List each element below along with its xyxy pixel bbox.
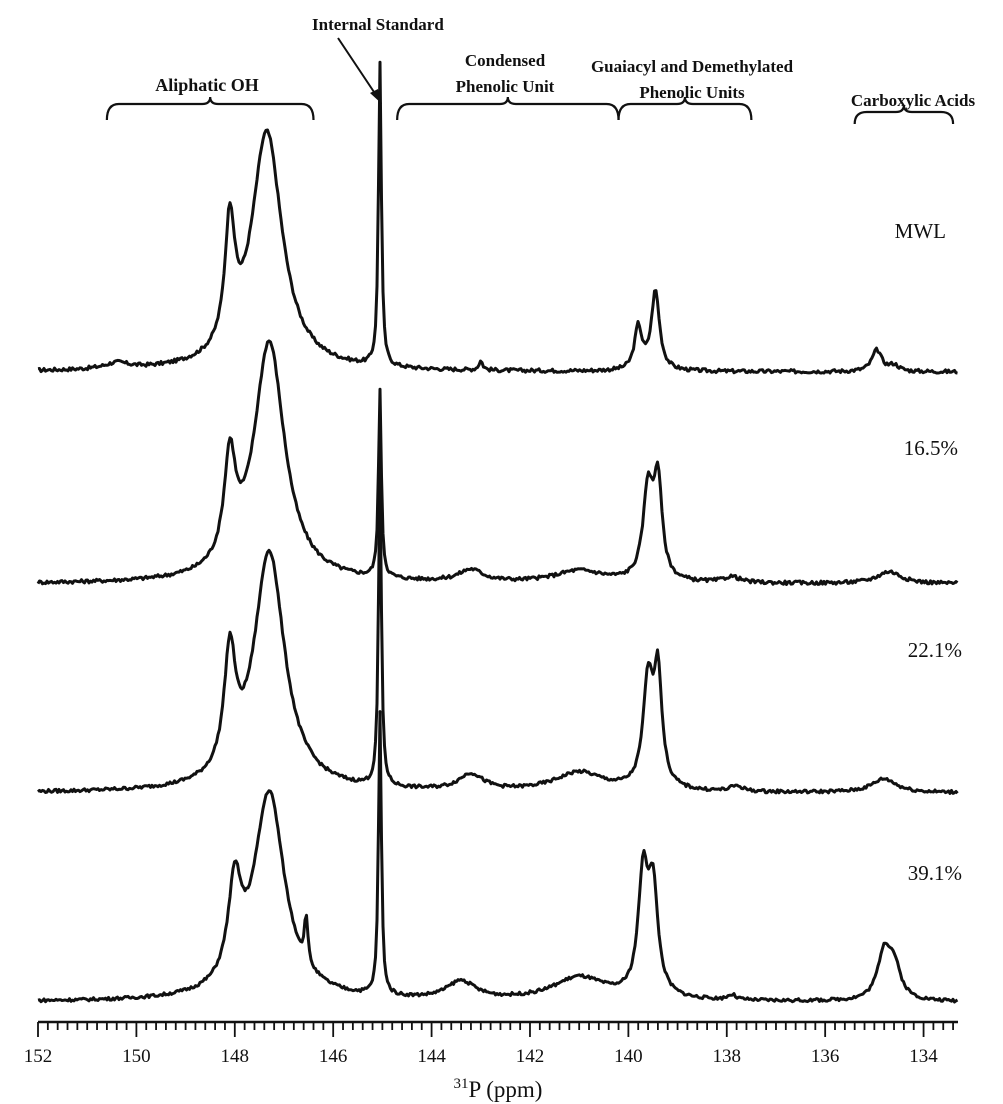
series-labels: MWL 16.5% 22.1% 39.1% <box>895 219 962 885</box>
x-tick-label: 152 <box>24 1046 53 1067</box>
x-axis-label: 31P (ppm) <box>454 1076 543 1102</box>
spectra-traces <box>36 60 959 1004</box>
x-axis-ticks <box>37 1022 954 1037</box>
region-brackets <box>105 96 955 125</box>
spectrum-trace <box>37 710 959 1004</box>
series-label-39-1: 39.1% <box>908 861 962 885</box>
internal-standard-label: Internal Standard <box>312 15 444 34</box>
region-label-guaiacyl-line2: Phenolic Units <box>639 83 745 102</box>
x-tick-label: 150 <box>122 1046 151 1067</box>
spectrum-trace <box>37 60 958 375</box>
x-tick-label: 146 <box>319 1046 348 1067</box>
region-labels: Aliphatic OH Condensed Phenolic Unit Gua… <box>155 51 975 110</box>
region-label-aliphatic-oh: Aliphatic OH <box>155 75 259 95</box>
x-tick-label: 136 <box>811 1046 840 1067</box>
region-bracket <box>853 104 955 125</box>
region-label-condensed-line1: Condensed <box>465 51 546 70</box>
region-label-condensed-line2: Phenolic Unit <box>456 77 555 96</box>
series-label-mwl: MWL <box>895 219 946 243</box>
internal-standard-arrow <box>337 37 379 99</box>
spectrum-trace <box>37 467 959 795</box>
x-tick-label: 134 <box>909 1046 938 1067</box>
internal-standard-annotation: Internal Standard <box>312 15 444 104</box>
series-label-22-1: 22.1% <box>908 638 962 662</box>
spectrum-trace <box>36 339 959 586</box>
region-bracket <box>617 96 753 121</box>
series-label-16-5: 16.5% <box>904 436 958 460</box>
region-label-carboxylic-acids: Carboxylic Acids <box>851 91 976 110</box>
x-tick-label: 140 <box>614 1046 643 1067</box>
region-bracket <box>396 96 620 121</box>
x-tick-label: 142 <box>516 1046 545 1067</box>
region-bracket <box>105 96 315 121</box>
x-tick-label: 138 <box>713 1046 742 1067</box>
x-axis-tick-labels: 152 150 148 146 144 142 140 138 136 134 <box>24 1046 939 1067</box>
region-label-guaiacyl-line1: Guaiacyl and Demethylated <box>591 57 794 76</box>
x-tick-label: 144 <box>417 1046 446 1067</box>
x-tick-label: 148 <box>221 1046 250 1067</box>
